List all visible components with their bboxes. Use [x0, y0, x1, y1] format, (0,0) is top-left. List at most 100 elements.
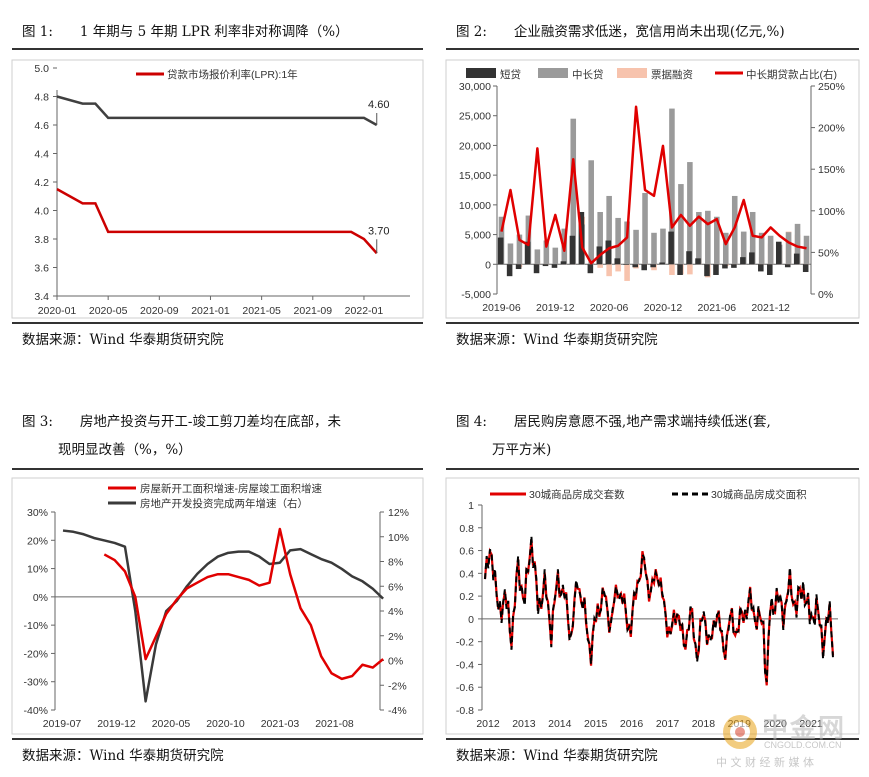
- bar-long: [758, 232, 765, 265]
- y-tick-label: 30%: [27, 507, 48, 519]
- legend-swatch: [466, 68, 496, 78]
- bar-short: [506, 264, 513, 277]
- bar-long: [543, 240, 550, 265]
- x-tick-label: 2021-08: [315, 718, 354, 730]
- figure-1-title: 图 1: 1 年期与 5 年期 LPR 利率非对称调降（%）: [22, 24, 349, 40]
- bar-short: [695, 258, 701, 265]
- y2-tick-label: 150%: [818, 164, 845, 176]
- bar-bill: [624, 264, 630, 281]
- y2-tick-label: 250%: [818, 81, 845, 93]
- x-tick-label: 2021-06: [698, 302, 737, 314]
- bar-long: [767, 235, 774, 265]
- watermark-brand: 中金网: [762, 714, 847, 744]
- y-tick-label: 20,000: [459, 140, 491, 152]
- y-tick-label: 30,000: [459, 81, 491, 93]
- y-tick-label: 20%: [27, 535, 48, 547]
- y-tick-label: -0.6: [456, 682, 474, 694]
- bar-long: [722, 232, 729, 265]
- bar-short: [515, 264, 522, 270]
- y2-tick-label: 6%: [388, 581, 403, 593]
- figure-4-title-rule: [446, 468, 859, 470]
- y-tick-label: -0.2: [456, 637, 474, 649]
- bar-short: [497, 237, 504, 265]
- x-tick-label: 2019-07: [43, 718, 82, 730]
- bar-short: [614, 258, 621, 265]
- x-tick-label: 2021: [799, 718, 823, 730]
- y-tick-label: 3.8: [34, 234, 49, 246]
- x-tick-label: 2020-05: [89, 305, 128, 317]
- figure-3-title-line2: 现明显改善（%，%）: [58, 442, 192, 458]
- figure-4-title-line2: 万平方米): [492, 442, 552, 458]
- bar-long: [651, 232, 657, 265]
- y-tick-label: -30%: [23, 677, 48, 689]
- bar-long: [678, 184, 684, 265]
- legend-label: 中长期贷款占比(右): [746, 68, 837, 81]
- series-area-sold-line: [484, 535, 834, 683]
- y2-tick-label: 12%: [388, 507, 409, 519]
- y-tick-label: -10%: [23, 620, 48, 632]
- bar-long: [507, 243, 514, 265]
- series-1y-lpr-line: [56, 188, 378, 255]
- y-tick-label: 0: [468, 614, 474, 626]
- y-tick-label: 5,000: [465, 230, 491, 242]
- bar-long: [597, 211, 603, 265]
- x-tick-label: 2014: [548, 718, 572, 730]
- bar-short: [784, 264, 791, 268]
- legend-label: 中长贷: [572, 68, 604, 81]
- bar-short: [542, 264, 549, 267]
- x-tick-label: 2019-12: [97, 718, 136, 730]
- bar-short: [802, 264, 809, 273]
- bar-short: [524, 241, 531, 265]
- y-tick-label: -40%: [23, 705, 48, 717]
- figure-4-source: 数据来源：Wind 华泰期货研究院: [456, 748, 658, 764]
- x-tick-label: 2016: [620, 718, 644, 730]
- y2-tick-label: 10%: [388, 532, 409, 544]
- bar-long: [660, 228, 666, 265]
- y-tick-label: -20%: [23, 648, 48, 660]
- watermark-logo: 中金网 CNGOLD.COM.CN 中 文 财 经 新 媒 体: [716, 704, 862, 774]
- bar-short: [587, 264, 594, 274]
- figure-1-source: 数据来源：Wind 华泰期货研究院: [22, 332, 224, 348]
- bar-long: [749, 211, 756, 265]
- x-tick-label: 2021-01: [191, 305, 230, 317]
- x-tick-label: 2022-01: [345, 305, 384, 317]
- bar-long: [803, 235, 810, 265]
- bar-short: [731, 264, 737, 268]
- bar-short: [632, 264, 639, 268]
- legend-label: 房地产开发投资完成两年增速（右）: [140, 497, 308, 510]
- figure-2-title-rule: [446, 48, 859, 50]
- annotation-4.60: 4.60: [368, 99, 389, 111]
- bar-short: [659, 262, 665, 265]
- bar-short: [641, 264, 647, 271]
- y-tick-label: 3.6: [34, 263, 49, 275]
- x-tick-label: 2021-03: [261, 718, 300, 730]
- y-tick-label: 25,000: [459, 111, 491, 123]
- y-tick-label: 0.2: [459, 591, 474, 603]
- legend-label-1y-lpr: 贷款市场报价利率(LPR):1年: [167, 68, 298, 81]
- figure-4-bottom-rule: [446, 738, 859, 740]
- y2-tick-label: -4%: [388, 705, 407, 717]
- bar-long: [696, 211, 702, 265]
- bar-bill: [606, 264, 612, 277]
- bar-short: [758, 264, 764, 272]
- series-start-minus-complete-line: [103, 527, 384, 681]
- figure-2-source: 数据来源：Wind 华泰期货研究院: [456, 332, 658, 348]
- figure-1-title-rule: [12, 48, 423, 50]
- bar-short: [551, 264, 558, 268]
- x-tick-label: 2020-10: [206, 718, 245, 730]
- y-tick-label: 0.8: [459, 523, 474, 535]
- bar-short: [767, 264, 773, 275]
- x-tick-label: 2020-09: [140, 305, 179, 317]
- bar-long: [534, 249, 541, 265]
- y-tick-label: 10,000: [459, 200, 491, 212]
- bar-long: [516, 234, 523, 265]
- x-tick-label: 2021-09: [294, 305, 333, 317]
- bar-long: [615, 217, 621, 265]
- bar-long: [606, 195, 612, 265]
- plot-frame: [11, 477, 424, 735]
- y-tick-label: 4.4: [34, 149, 49, 161]
- y-tick-label: 1: [468, 500, 474, 512]
- y-tick-label: 4.6: [34, 120, 49, 132]
- x-tick-label: 2018: [692, 718, 716, 730]
